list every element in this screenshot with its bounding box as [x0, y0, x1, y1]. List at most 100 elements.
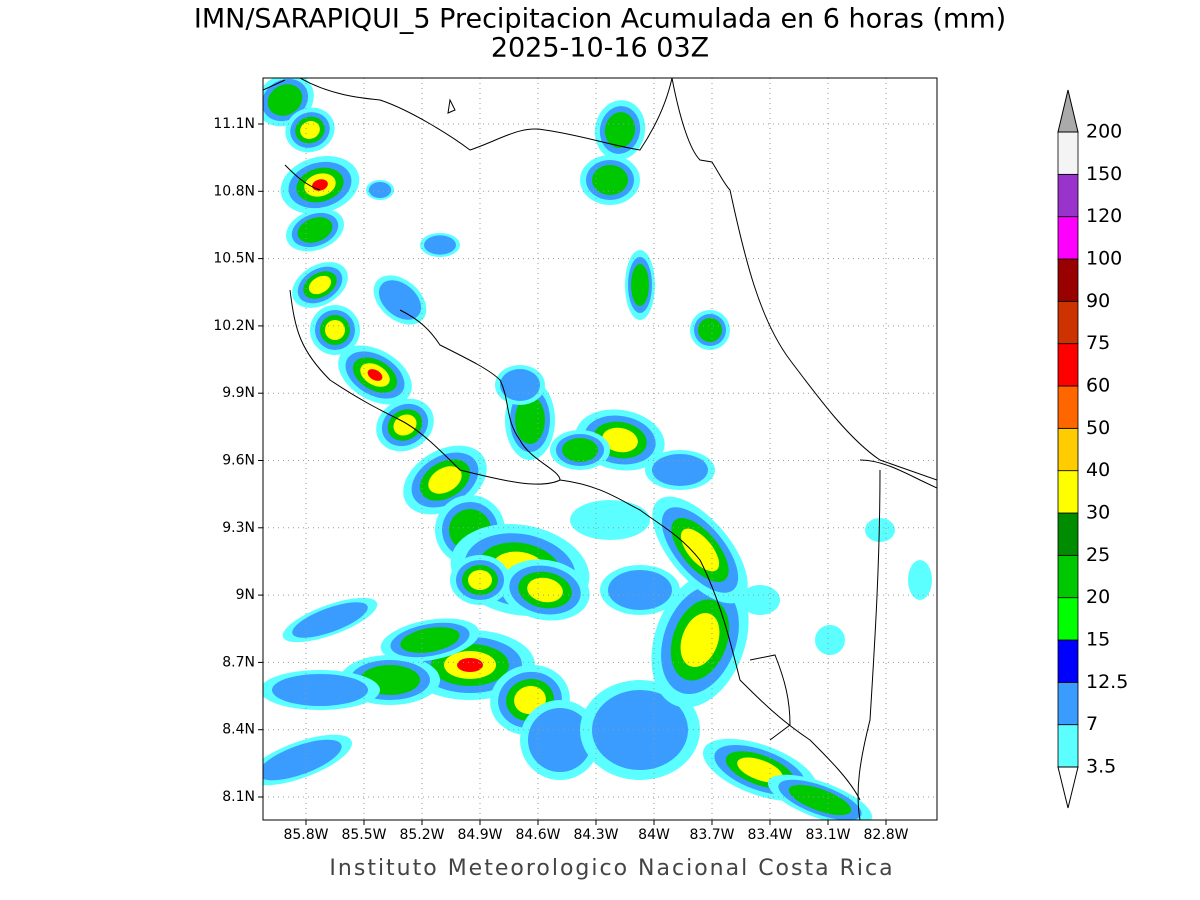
precip-contour	[631, 264, 649, 306]
lat-tick-label: 9.9N	[222, 385, 255, 401]
precip-contour	[592, 690, 688, 770]
precip-contour	[680, 528, 720, 572]
colorbar-label: 100	[1086, 248, 1122, 270]
footer: Instituto Meteorologico Nacional Costa R…	[329, 856, 894, 881]
precip-contour	[312, 179, 328, 191]
colorbar-segment	[1057, 724, 1079, 768]
precip-contour	[325, 320, 345, 340]
lat-tick-label: 10.2N	[213, 318, 255, 334]
lon-tick-label: 85.2W	[399, 827, 444, 843]
precip-contour	[400, 627, 460, 653]
lon-tick-label: 84.3W	[573, 827, 618, 843]
colorbar-segment	[1057, 131, 1079, 175]
precip-field	[263, 78, 932, 820]
colorbar-label: 60	[1086, 375, 1110, 397]
precip-contour	[368, 182, 392, 198]
colorbar-segment	[1057, 554, 1079, 599]
precip-contour	[468, 570, 492, 590]
lat-tick-label: 9N	[236, 587, 255, 603]
colorbar-label: 75	[1086, 332, 1110, 354]
colorbar-segment	[1057, 343, 1079, 387]
colorbar-segment	[1057, 639, 1079, 683]
colorbar-label: 15	[1086, 629, 1110, 651]
precip-contour	[378, 280, 422, 320]
precip-contour	[865, 518, 895, 542]
precip-contour	[737, 757, 783, 783]
lon-tick-label: 84.9W	[457, 827, 502, 843]
precip-contour	[680, 612, 720, 668]
precip-contour	[815, 625, 845, 655]
colorbar-label: 40	[1086, 459, 1110, 481]
lat-tick-label: 8.7N	[222, 654, 255, 670]
precip-contour	[740, 585, 780, 615]
colorbar-segment	[1057, 512, 1079, 556]
colorbar-segment	[1057, 173, 1079, 218]
lat-tick-label: 10.5N	[213, 251, 255, 267]
colorbar-label: 120	[1086, 205, 1122, 227]
precip-contour	[428, 466, 462, 494]
colorbar-label: 12.5	[1086, 671, 1128, 693]
precip-contour	[272, 674, 368, 706]
precip-contour	[308, 275, 332, 295]
precip-contour	[263, 739, 342, 781]
precip-contour	[267, 84, 303, 116]
colorbar-under	[1057, 766, 1079, 809]
colorbar-label: 150	[1086, 163, 1122, 185]
subtitle: 2025-10-16 03Z	[491, 33, 709, 64]
colorbar: 3.5 7 12.5 15 20 25 30 40 50 60 75 90 100 120 150 200	[1057, 89, 1128, 809]
precip-contour	[292, 602, 368, 638]
lon-tick-label: 85.8W	[283, 827, 328, 843]
precip-contour	[570, 500, 650, 540]
colorbar-segment	[1057, 385, 1079, 429]
lon-tick-label: 85.5W	[341, 827, 386, 843]
lat-tick-label: 9.3N	[222, 520, 255, 536]
colorbar-over	[1057, 89, 1079, 133]
lon-tick-label: 83.1W	[805, 827, 850, 843]
precip-contour	[367, 369, 383, 381]
colorbar-label: 30	[1086, 502, 1110, 524]
lat-tick-label: 11.1N	[213, 116, 255, 132]
colorbar-label: 7	[1086, 713, 1098, 735]
colorbar-segment	[1057, 216, 1079, 260]
lat-tick-label: 10.8N	[213, 183, 255, 199]
colorbar-label: 25	[1086, 544, 1110, 566]
precip-contour	[652, 454, 708, 486]
precip-contour	[592, 165, 628, 195]
coastlines	[263, 78, 937, 820]
lat-tick-label: 8.1N	[222, 789, 255, 805]
colorbar-segment	[1057, 427, 1079, 472]
lon-tick-label: 83.4W	[747, 827, 792, 843]
colorbar-segment	[1057, 258, 1079, 302]
colorbar-segment	[1057, 300, 1079, 345]
precip-contour	[698, 318, 722, 342]
precip-contour	[527, 577, 563, 603]
precip-contour	[424, 235, 456, 255]
precip-contour	[788, 784, 852, 816]
precip-contour	[602, 427, 638, 453]
axis-labels: 11.1N 10.8N 10.5N 10.2N 9.9N 9.6N 9.3N 9N 8.7N 8.…	[213, 116, 908, 843]
colorbar-segment	[1057, 681, 1079, 726]
title: IMN/SARAPIQUI_5 Precipitacion Acumulada …	[194, 4, 1006, 35]
colorbar-label: 20	[1086, 586, 1110, 608]
lon-tick-label: 84W	[638, 827, 670, 843]
precip-contour	[604, 112, 636, 148]
colorbar-label: 50	[1086, 417, 1110, 439]
colorbar-label: 90	[1086, 290, 1110, 312]
precip-contour	[300, 121, 320, 139]
lat-tick-label: 9.6N	[222, 453, 255, 469]
lat-tick-label: 8.4N	[222, 722, 255, 738]
precip-contour	[562, 438, 598, 462]
precip-contour	[528, 708, 592, 772]
colorbar-label: 3.5	[1086, 756, 1116, 778]
colorbar-segment	[1057, 470, 1079, 514]
lon-tick-label: 84.6W	[515, 827, 560, 843]
precip-contour	[457, 658, 483, 672]
precip-contour	[908, 560, 932, 600]
lon-tick-label: 83.7W	[689, 827, 734, 843]
lon-tick-label: 82.8W	[863, 827, 908, 843]
colorbar-segment	[1057, 597, 1079, 641]
precip-contour	[500, 369, 540, 401]
colorbar-label: 200	[1086, 121, 1122, 143]
grid	[263, 78, 937, 820]
